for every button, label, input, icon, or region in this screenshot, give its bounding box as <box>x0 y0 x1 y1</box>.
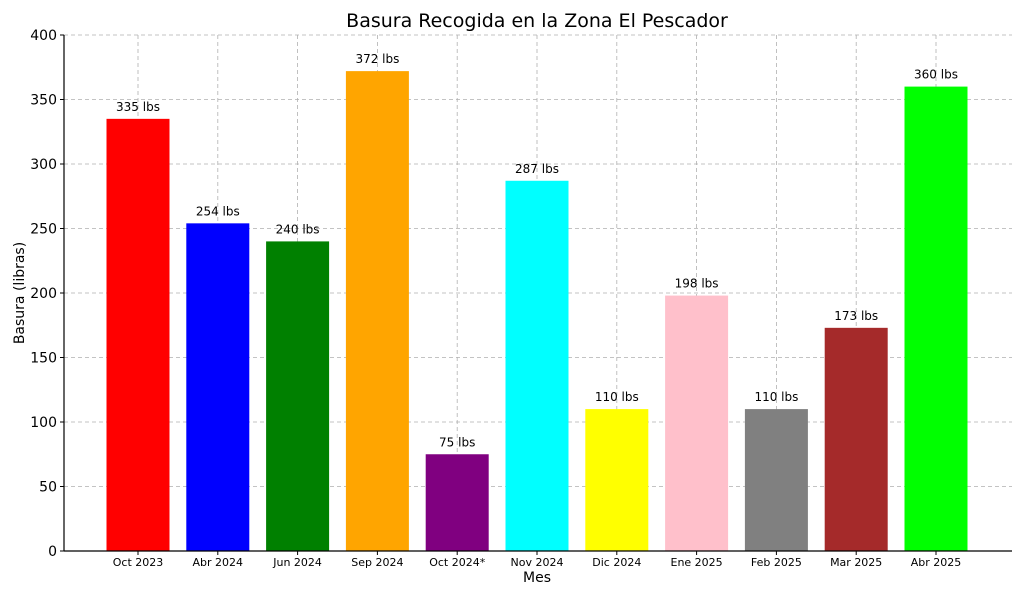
y-tick-label: 50 <box>39 480 57 496</box>
bar <box>665 295 729 551</box>
bar-value-label: 254 lbs <box>196 204 240 218</box>
bar <box>106 118 170 551</box>
y-tick-label: 350 <box>30 93 57 109</box>
y-tick-label: 0 <box>48 544 57 560</box>
y-tick-label: 100 <box>30 415 57 431</box>
x-tick-label: Ene 2025 <box>671 556 723 569</box>
tick-labels: 0 50 100 150 200 250 300 350 400 Oct 2023 Abr 2024… <box>30 28 961 569</box>
bar-value-label: 240 lbs <box>276 222 320 236</box>
bar <box>744 409 808 551</box>
y-tick-label: 250 <box>30 222 57 238</box>
x-tick-label: Sep 2024 <box>351 556 403 569</box>
y-tick-label: 400 <box>30 28 57 44</box>
x-tick-label: Abr 2024 <box>193 556 244 569</box>
x-tick-label: Jun 2024 <box>272 556 322 569</box>
bar-value-label: 75 lbs <box>439 435 475 449</box>
bar-value-label: 110 lbs <box>595 390 639 404</box>
bar-value-label: 360 lbs <box>914 68 958 82</box>
bar-value-label: 372 lbs <box>355 52 399 66</box>
bar <box>824 327 888 551</box>
x-tick-label: Nov 2024 <box>511 556 564 569</box>
axes <box>60 34 1012 555</box>
bar <box>585 409 649 551</box>
bar-value-label: 173 lbs <box>834 309 878 323</box>
bar <box>345 71 409 552</box>
bar <box>266 241 330 551</box>
x-tick-label: Oct 2023 <box>113 556 164 569</box>
bar <box>505 180 569 551</box>
x-tick-label: Mar 2025 <box>830 556 882 569</box>
y-axis-label: Basura (libras) <box>12 242 28 344</box>
bar-value-label: 110 lbs <box>754 390 798 404</box>
x-axis-label: Mes <box>523 570 551 586</box>
x-tick-label: Dic 2024 <box>592 556 641 569</box>
bar-value-label: 198 lbs <box>675 277 719 291</box>
bar <box>186 223 250 551</box>
chart-title: Basura Recogida en la Zona El Pescador <box>346 10 728 32</box>
y-tick-label: 150 <box>30 351 57 367</box>
bar-value-labels: 335 lbs 254 lbs 240 lbs 372 lbs 75 lbs 287 lb… <box>116 52 958 449</box>
bar <box>425 454 489 551</box>
bar-value-label: 335 lbs <box>116 100 160 114</box>
x-tick-label: Feb 2025 <box>751 556 802 569</box>
y-tick-label: 200 <box>30 286 57 302</box>
bar-value-label: 287 lbs <box>515 162 559 176</box>
bars <box>106 71 968 552</box>
bar <box>904 86 968 551</box>
y-tick-label: 300 <box>30 157 57 173</box>
x-tick-label: Oct 2024* <box>429 556 486 569</box>
x-tick-label: Abr 2025 <box>911 556 962 569</box>
